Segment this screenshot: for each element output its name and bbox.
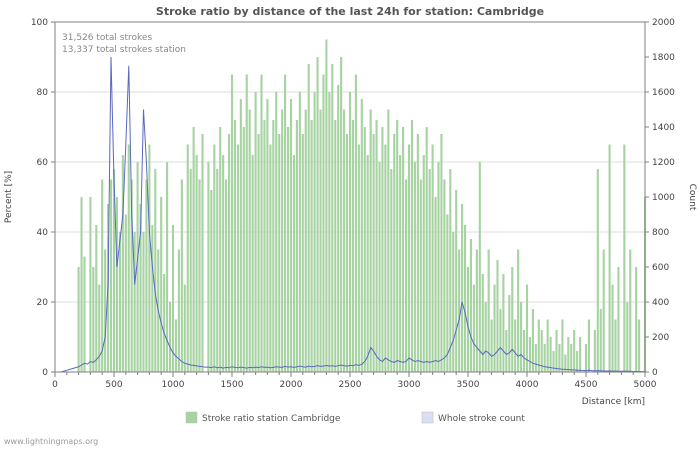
y-axis-label-right: Count — [687, 184, 697, 211]
svg-text:1800: 1800 — [652, 53, 675, 63]
svg-text:20: 20 — [37, 298, 49, 308]
svg-text:3500: 3500 — [457, 380, 480, 390]
svg-text:600: 600 — [652, 263, 669, 273]
svg-text:2000: 2000 — [280, 380, 303, 390]
svg-text:800: 800 — [652, 228, 669, 238]
legend-swatch-stroke-ratio — [185, 411, 198, 424]
chart-title: Stroke ratio by distance of the last 24h… — [156, 5, 544, 18]
svg-text:4500: 4500 — [575, 380, 598, 390]
svg-text:2000: 2000 — [652, 18, 675, 28]
svg-text:1500: 1500 — [221, 380, 244, 390]
axis-ticks: 0 500 1000 1500 2000 2500 3000 3500 4000 4500 5000… — [31, 18, 675, 390]
svg-text:80: 80 — [37, 88, 49, 98]
watermark: www.lightningmaps.org — [4, 437, 98, 446]
plot-area: 0 500 1000 1500 2000 2500 3000 3500 4000 4500 5000… — [31, 18, 675, 390]
svg-text:2500: 2500 — [339, 380, 362, 390]
svg-text:0: 0 — [52, 380, 58, 390]
bars-stroke-ratio — [77, 39, 647, 372]
svg-text:60: 60 — [37, 158, 49, 168]
svg-text:1600: 1600 — [652, 88, 675, 98]
legend-swatch-stroke-count — [421, 411, 434, 424]
annotation-total-strokes-station: 13,337 total strokes station — [62, 45, 186, 55]
legend-label-stroke-ratio: Stroke ratio station Cambridge — [202, 414, 341, 424]
annotation-total-strokes: 31,526 total strokes — [62, 33, 152, 43]
count-line — [55, 56, 645, 373]
svg-text:40: 40 — [37, 228, 49, 238]
svg-text:1000: 1000 — [652, 193, 675, 203]
x-axis-label: Distance [km] — [582, 397, 645, 407]
svg-text:5000: 5000 — [634, 380, 657, 390]
svg-text:4000: 4000 — [516, 380, 539, 390]
svg-text:400: 400 — [652, 298, 669, 308]
y-axis-label-left: Percent [%] — [4, 171, 14, 223]
svg-text:3000: 3000 — [398, 380, 421, 390]
svg-text:0: 0 — [42, 368, 48, 378]
legend-label-stroke-count: Whole stroke count — [438, 414, 525, 424]
svg-text:0: 0 — [652, 368, 658, 378]
svg-text:1400: 1400 — [652, 123, 675, 133]
svg-text:500: 500 — [105, 380, 122, 390]
svg-text:100: 100 — [31, 18, 48, 28]
svg-text:1000: 1000 — [162, 380, 185, 390]
svg-text:200: 200 — [652, 333, 669, 343]
svg-text:1200: 1200 — [652, 158, 675, 168]
